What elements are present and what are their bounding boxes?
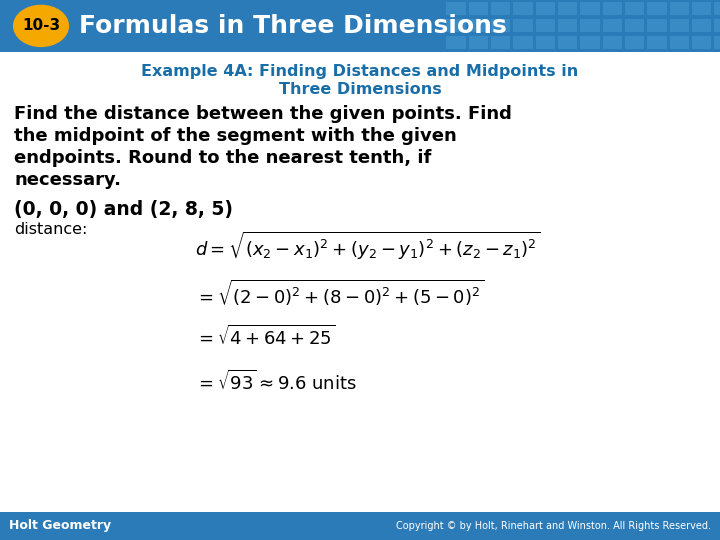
FancyBboxPatch shape bbox=[714, 19, 720, 32]
FancyBboxPatch shape bbox=[647, 36, 667, 49]
FancyBboxPatch shape bbox=[580, 2, 600, 15]
FancyBboxPatch shape bbox=[670, 36, 689, 49]
Text: distance:: distance: bbox=[14, 222, 87, 237]
Text: $= \sqrt{93} \approx 9.6 \mathrm{\ units}$: $= \sqrt{93} \approx 9.6 \mathrm{\ units… bbox=[195, 370, 357, 394]
Bar bbox=[0, 0, 720, 52]
Bar bbox=[0, 52, 720, 512]
FancyBboxPatch shape bbox=[603, 2, 622, 15]
FancyBboxPatch shape bbox=[714, 36, 720, 49]
FancyBboxPatch shape bbox=[625, 36, 644, 49]
FancyBboxPatch shape bbox=[692, 2, 711, 15]
FancyBboxPatch shape bbox=[446, 19, 466, 32]
FancyBboxPatch shape bbox=[670, 19, 689, 32]
FancyBboxPatch shape bbox=[491, 36, 510, 49]
FancyBboxPatch shape bbox=[446, 2, 466, 15]
FancyBboxPatch shape bbox=[469, 36, 488, 49]
FancyBboxPatch shape bbox=[558, 36, 577, 49]
FancyBboxPatch shape bbox=[625, 19, 644, 32]
FancyBboxPatch shape bbox=[469, 2, 488, 15]
FancyBboxPatch shape bbox=[536, 19, 555, 32]
FancyBboxPatch shape bbox=[558, 2, 577, 15]
FancyBboxPatch shape bbox=[647, 19, 667, 32]
FancyBboxPatch shape bbox=[692, 19, 711, 32]
FancyBboxPatch shape bbox=[670, 2, 689, 15]
FancyBboxPatch shape bbox=[513, 19, 533, 32]
Text: Find the distance between the given points. Find: Find the distance between the given poin… bbox=[14, 105, 512, 123]
Text: Formulas in Three Dimensions: Formulas in Three Dimensions bbox=[79, 14, 507, 38]
Text: Example 4A: Finding Distances and Midpoints in: Example 4A: Finding Distances and Midpoi… bbox=[141, 64, 579, 79]
Text: $= \sqrt{4 + 64 + 25}$: $= \sqrt{4 + 64 + 25}$ bbox=[195, 325, 336, 349]
Text: necessary.: necessary. bbox=[14, 171, 121, 189]
Text: Holt Geometry: Holt Geometry bbox=[9, 519, 111, 532]
FancyBboxPatch shape bbox=[558, 19, 577, 32]
FancyBboxPatch shape bbox=[647, 2, 667, 15]
Text: Three Dimensions: Three Dimensions bbox=[279, 82, 441, 97]
FancyBboxPatch shape bbox=[603, 36, 622, 49]
FancyBboxPatch shape bbox=[714, 2, 720, 15]
FancyBboxPatch shape bbox=[469, 19, 488, 32]
Text: the midpoint of the segment with the given: the midpoint of the segment with the giv… bbox=[14, 127, 456, 145]
FancyBboxPatch shape bbox=[513, 2, 533, 15]
Text: $d = \sqrt{(x_2 - x_1)^2 + (y_2 - y_1)^2 + (z_2 - z_1)^2}$: $d = \sqrt{(x_2 - x_1)^2 + (y_2 - y_1)^2… bbox=[195, 230, 541, 262]
Text: $= \sqrt{(2 - 0)^2 + (8 - 0)^2 + (5 - 0)^2}$: $= \sqrt{(2 - 0)^2 + (8 - 0)^2 + (5 - 0)… bbox=[195, 278, 485, 308]
Text: endpoints. Round to the nearest tenth, if: endpoints. Round to the nearest tenth, i… bbox=[14, 149, 431, 167]
FancyBboxPatch shape bbox=[603, 19, 622, 32]
Circle shape bbox=[14, 5, 68, 46]
Text: Copyright © by Holt, Rinehart and Winston. All Rights Reserved.: Copyright © by Holt, Rinehart and Winsto… bbox=[396, 521, 711, 531]
FancyBboxPatch shape bbox=[580, 19, 600, 32]
FancyBboxPatch shape bbox=[692, 36, 711, 49]
FancyBboxPatch shape bbox=[513, 36, 533, 49]
Text: (0, 0, 0) and (2, 8, 5): (0, 0, 0) and (2, 8, 5) bbox=[14, 200, 233, 219]
FancyBboxPatch shape bbox=[580, 36, 600, 49]
Bar bbox=[0, 512, 720, 540]
Text: 10-3: 10-3 bbox=[22, 18, 60, 33]
FancyBboxPatch shape bbox=[446, 36, 466, 49]
FancyBboxPatch shape bbox=[536, 36, 555, 49]
FancyBboxPatch shape bbox=[491, 2, 510, 15]
FancyBboxPatch shape bbox=[625, 2, 644, 15]
FancyBboxPatch shape bbox=[536, 2, 555, 15]
FancyBboxPatch shape bbox=[491, 19, 510, 32]
